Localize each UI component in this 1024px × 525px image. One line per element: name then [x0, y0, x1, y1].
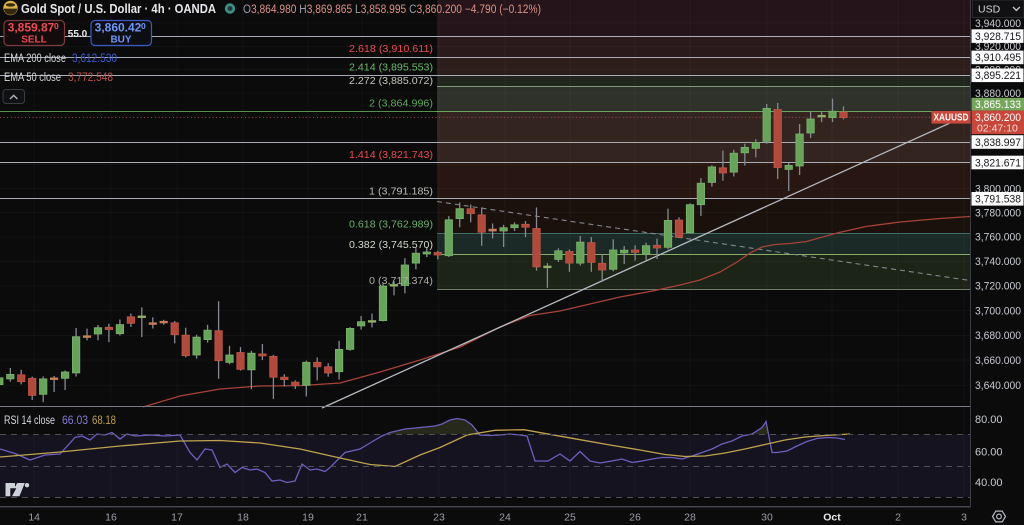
- svg-text:0: 0: [54, 21, 59, 31]
- svg-text:3,838.997: 3,838.997: [975, 137, 1021, 149]
- svg-text:3,680.000: 3,680.000: [975, 330, 1021, 342]
- svg-text:23: 23: [433, 512, 445, 524]
- svg-text:1.414 (3,821.743): 1.414 (3,821.743): [349, 149, 433, 161]
- svg-text:3,640.000: 3,640.000: [975, 380, 1021, 392]
- svg-text:55.0: 55.0: [68, 29, 88, 40]
- svg-text:66.03: 66.03: [62, 415, 88, 427]
- svg-text:2.618 (3,910.611): 2.618 (3,910.611): [349, 43, 433, 55]
- svg-text:14: 14: [28, 512, 40, 524]
- svg-text:0: 0: [141, 21, 146, 31]
- svg-text:USD: USD: [978, 4, 1001, 16]
- svg-text:3,740.000: 3,740.000: [975, 256, 1021, 268]
- svg-text:68.18: 68.18: [92, 415, 116, 427]
- svg-text:28: 28: [684, 512, 696, 524]
- svg-text:19: 19: [302, 512, 314, 524]
- svg-text:3,772.548: 3,772.548: [68, 72, 113, 84]
- svg-text:3,720.000: 3,720.000: [975, 281, 1021, 293]
- svg-text:3,940.000: 3,940.000: [975, 18, 1021, 30]
- svg-text:30: 30: [761, 512, 773, 524]
- svg-text:3,928.715: 3,928.715: [975, 31, 1021, 43]
- svg-text:3,700.000: 3,700.000: [975, 305, 1021, 317]
- svg-text:EMA 200 close: EMA 200 close: [4, 53, 66, 65]
- svg-text:3,895.221: 3,895.221: [975, 70, 1021, 82]
- svg-text:18: 18: [237, 512, 249, 524]
- svg-text:1 (3,791.185): 1 (3,791.185): [369, 186, 433, 198]
- svg-text:2 (3,864.996): 2 (3,864.996): [369, 97, 433, 109]
- svg-text:SELL: SELL: [21, 35, 47, 46]
- svg-text:21: 21: [356, 512, 368, 524]
- svg-text:O3,864.980 H3,869.865 L3,858.9: O3,864.980 H3,869.865 L3,858.995 C3,860.…: [243, 4, 541, 16]
- svg-text:BUY: BUY: [110, 35, 131, 46]
- svg-text:3,821.671: 3,821.671: [975, 157, 1021, 169]
- svg-text:02:47:10: 02:47:10: [977, 123, 1018, 135]
- svg-text:3: 3: [961, 512, 967, 524]
- svg-text:Oct: Oct: [823, 512, 841, 524]
- svg-text:25: 25: [564, 512, 576, 524]
- svg-text:60.00: 60.00: [975, 446, 1003, 458]
- svg-text:17: 17: [171, 512, 183, 524]
- svg-text:3,920.000: 3,920.000: [975, 41, 1021, 53]
- svg-text:3,910.495: 3,910.495: [975, 52, 1021, 64]
- svg-text:16: 16: [105, 512, 117, 524]
- svg-text:3,612.530: 3,612.530: [72, 53, 117, 65]
- svg-text:0.618 (3,762.989): 0.618 (3,762.989): [349, 218, 433, 230]
- svg-text:2.272 (3,885.072): 2.272 (3,885.072): [349, 75, 433, 87]
- svg-text:24: 24: [499, 512, 511, 524]
- svg-text:2: 2: [895, 512, 901, 524]
- svg-text:3,860.42: 3,860.42: [95, 21, 142, 35]
- svg-text:3,859.87: 3,859.87: [8, 21, 55, 35]
- svg-text:0 (3,717.374): 0 (3,717.374): [369, 275, 433, 287]
- svg-text:3,780.000: 3,780.000: [975, 207, 1021, 219]
- svg-text:3,660.000: 3,660.000: [975, 355, 1021, 367]
- svg-text:3,865.133: 3,865.133: [975, 99, 1021, 111]
- svg-text:RSI 14 close: RSI 14 close: [4, 415, 55, 427]
- svg-text:EMA 50 close: EMA 50 close: [4, 72, 61, 84]
- svg-text:26: 26: [629, 512, 641, 524]
- svg-text:0.382 (3,745.570): 0.382 (3,745.570): [349, 239, 433, 251]
- svg-text:3,880.000: 3,880.000: [975, 88, 1021, 100]
- svg-text:XAUUSD: XAUUSD: [934, 113, 969, 124]
- svg-text:3,860.200: 3,860.200: [975, 112, 1021, 124]
- svg-text:40.00: 40.00: [975, 477, 1003, 489]
- svg-text:2.414 (3,895.553): 2.414 (3,895.553): [349, 62, 433, 74]
- svg-text:Gold Spot / U.S. Dollar · 4h ·: Gold Spot / U.S. Dollar · 4h · OANDA: [21, 1, 217, 16]
- svg-text:80.00: 80.00: [975, 414, 1003, 426]
- svg-text:3,791.538: 3,791.538: [975, 194, 1021, 206]
- svg-text:3,760.000: 3,760.000: [975, 232, 1021, 244]
